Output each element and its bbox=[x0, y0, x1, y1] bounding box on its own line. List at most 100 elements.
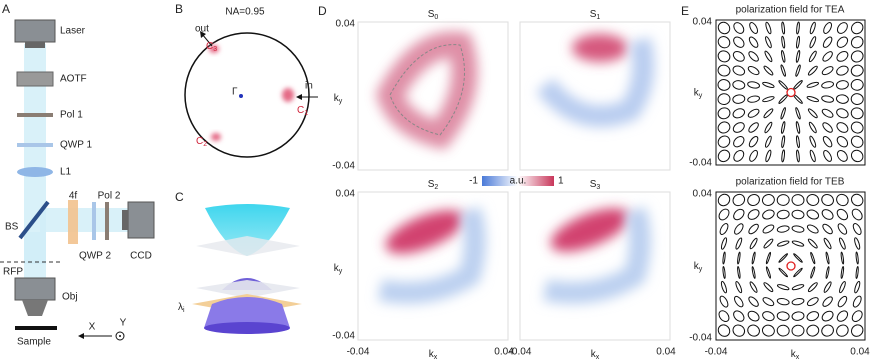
pol-ellipse bbox=[776, 311, 790, 321]
pol-ellipse bbox=[791, 297, 805, 306]
pol-ellipse bbox=[781, 21, 786, 35]
axis-label: ky bbox=[694, 87, 703, 100]
pol-ellipse bbox=[719, 223, 729, 235]
pol-ellipse bbox=[836, 310, 849, 322]
pol-ellipse bbox=[839, 281, 846, 294]
pol-ellipse bbox=[717, 121, 731, 134]
pol-ellipse bbox=[733, 310, 745, 322]
pol-ellipse bbox=[781, 149, 786, 163]
pol-ellipse bbox=[717, 149, 731, 163]
pol-ellipse bbox=[778, 94, 789, 104]
pol-ellipse bbox=[717, 93, 731, 106]
axis-label: ky bbox=[334, 93, 343, 106]
label: Obj bbox=[62, 292, 78, 303]
label: Pol 2 bbox=[98, 191, 121, 202]
pol-ellipse bbox=[762, 81, 775, 88]
pol-ellipse bbox=[765, 266, 772, 279]
tick-label: 0.04 bbox=[850, 347, 870, 358]
pol-ellipse bbox=[822, 296, 833, 307]
tick-label: 0.04 bbox=[494, 347, 514, 358]
tick-label: 0.04 bbox=[336, 189, 356, 200]
pol-ellipse bbox=[807, 65, 818, 76]
pol-ellipse bbox=[762, 96, 775, 103]
pol-ellipse bbox=[719, 295, 729, 308]
axis-label-sub: x bbox=[434, 354, 438, 361]
pol-ellipse bbox=[776, 209, 790, 220]
panel-title-base: S bbox=[590, 179, 597, 190]
panel-title-sub: 3 bbox=[596, 184, 600, 191]
pol-ellipse bbox=[718, 208, 730, 221]
pol-ellipse bbox=[747, 108, 760, 118]
pol-ellipse bbox=[809, 36, 817, 49]
axis-label-base: k bbox=[591, 349, 597, 360]
pol-ellipse bbox=[836, 208, 849, 221]
axis-label: ky bbox=[694, 261, 703, 274]
pol-ellipse bbox=[762, 224, 775, 234]
panel-title: S2 bbox=[428, 179, 439, 192]
pol-ellipse bbox=[850, 78, 864, 91]
pol-ellipse bbox=[836, 65, 849, 76]
pol-ellipse bbox=[836, 22, 848, 34]
pol-ellipse bbox=[751, 266, 756, 279]
label: RFP bbox=[3, 267, 23, 278]
axis-label-base: k bbox=[791, 349, 797, 360]
pol-ellipse bbox=[735, 281, 743, 294]
tick-label: -0.04 bbox=[689, 158, 712, 169]
singularity bbox=[786, 261, 796, 271]
panel-label: C bbox=[175, 190, 184, 204]
tick-label: -0.04 bbox=[689, 333, 712, 344]
lambda: λi bbox=[178, 302, 185, 315]
axis-label: kx bbox=[591, 349, 600, 362]
pol-ellipse bbox=[810, 251, 816, 265]
pol-ellipse bbox=[733, 22, 745, 34]
pol-ellipse bbox=[822, 136, 833, 148]
pol-ellipse bbox=[822, 36, 833, 48]
pol-ellipse bbox=[765, 149, 772, 163]
pol-ellipse bbox=[806, 224, 819, 234]
pol-ellipse bbox=[838, 237, 846, 250]
pol-ellipse bbox=[733, 136, 745, 148]
label: CCD bbox=[130, 251, 152, 262]
pol-ellipse bbox=[791, 225, 805, 233]
pol-ellipse bbox=[791, 284, 805, 291]
pol-ellipse bbox=[765, 36, 772, 49]
pol-ellipse bbox=[821, 81, 835, 89]
pol-ellipse bbox=[823, 149, 832, 162]
pol-ellipse bbox=[732, 80, 746, 90]
pol-ellipse bbox=[822, 51, 833, 62]
pupil-drawing bbox=[184, 31, 318, 158]
pol-ellipse bbox=[776, 225, 790, 233]
pol-ellipse bbox=[806, 209, 820, 220]
pol-ellipse bbox=[747, 81, 761, 89]
pol-ellipse bbox=[795, 107, 801, 120]
label: out bbox=[195, 24, 209, 35]
c-label-base: C bbox=[196, 136, 203, 147]
pol-ellipse bbox=[776, 324, 790, 337]
pol-ellipse bbox=[732, 94, 746, 104]
pol-ellipse bbox=[793, 80, 803, 90]
pol-ellipse bbox=[732, 122, 745, 133]
c-label: C2 bbox=[196, 136, 207, 149]
pol-ellipse bbox=[747, 310, 760, 322]
axis-label-sub: y bbox=[699, 266, 703, 273]
colorbar-unit: a.u. bbox=[510, 176, 527, 187]
pol-ellipse bbox=[778, 80, 789, 90]
pupil-title: NA=0.95 bbox=[225, 7, 265, 18]
pol-ellipse bbox=[851, 208, 863, 221]
pol-ellipse bbox=[837, 295, 848, 308]
pol-ellipse bbox=[850, 149, 864, 163]
tick-label: -0.04 bbox=[332, 331, 355, 342]
pol-ellipse bbox=[764, 135, 772, 148]
c-label-base: C bbox=[206, 41, 213, 52]
pol-ellipse bbox=[850, 193, 864, 207]
pol-ellipse bbox=[836, 324, 849, 337]
tick-label: -0.04 bbox=[509, 347, 532, 358]
axis-label-sub: x bbox=[796, 354, 800, 361]
pol-ellipse bbox=[855, 266, 859, 279]
panel-label: E bbox=[681, 4, 689, 18]
label: Y bbox=[120, 318, 127, 329]
pol-ellipse bbox=[778, 267, 789, 278]
pol-ellipse bbox=[821, 95, 835, 103]
pol-ellipse bbox=[836, 150, 848, 162]
